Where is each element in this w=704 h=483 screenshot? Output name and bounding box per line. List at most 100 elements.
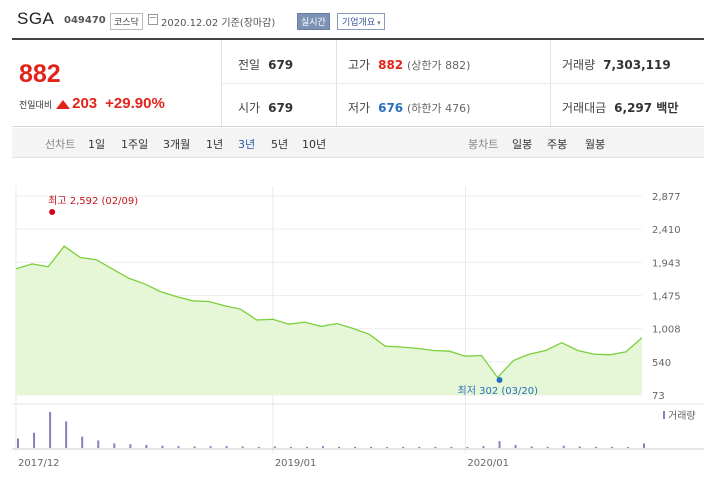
- price-line: [15, 245, 643, 379]
- high-value: 882: [378, 58, 404, 72]
- low-value: 676: [378, 101, 404, 115]
- open-value: 679: [268, 101, 294, 115]
- base-date: 2020.12.02 기준(장마감): [161, 18, 276, 29]
- market-badge: 코스닥: [110, 13, 143, 30]
- tab-10year[interactable]: 10년: [302, 138, 327, 151]
- tab-1day[interactable]: 1일: [88, 138, 106, 151]
- tab-weekly[interactable]: 주봉: [547, 138, 568, 151]
- amount-label: 거래대금: [562, 101, 607, 115]
- lower-limit: (하한가 476): [406, 102, 471, 115]
- volume-bar: [402, 446, 405, 448]
- line-chart-label: 선차트: [45, 138, 76, 151]
- change-label: 전일대비: [19, 101, 53, 111]
- volume-bar: [257, 446, 260, 448]
- volume-bar: [546, 446, 549, 448]
- min-point: [496, 377, 503, 383]
- prev-close-value: 679: [268, 58, 294, 72]
- realtime-button[interactable]: 실시간: [297, 13, 330, 30]
- price-chart[interactable]: 2,877 2,410 1,943 1,475 1,008 540 73 2017/12 201…: [12, 158, 704, 479]
- volume-bar: [530, 446, 533, 448]
- volume-bar: [594, 446, 597, 448]
- volume-bar: [354, 446, 357, 448]
- amount-value: 6,297 백만: [614, 101, 679, 115]
- volume-bar: [434, 446, 437, 448]
- min-label: 최저 302 (03/20): [458, 385, 539, 397]
- volume-bar: [338, 446, 341, 448]
- volume-bar: [386, 447, 389, 448]
- prev-close: 전일 679: [238, 56, 293, 73]
- y-tick-label: 73: [652, 391, 665, 402]
- volume-bar: [33, 432, 36, 448]
- volume-bar: [626, 447, 629, 448]
- x-tick-label: 2017/12: [18, 458, 60, 469]
- y-tick-label: 2,877: [652, 192, 681, 203]
- volume-bar: [241, 446, 244, 448]
- volume: 거래량 7,303,119: [562, 56, 671, 73]
- tab-3month[interactable]: 3개월: [163, 138, 191, 151]
- volume-value: 7,303,119: [603, 58, 671, 72]
- company-overview-label: 기업개요: [342, 18, 376, 28]
- volume-bar: [514, 444, 517, 448]
- volume-bar: [418, 446, 421, 448]
- volume-bar: [81, 436, 84, 448]
- volume-bar: [225, 446, 228, 448]
- divider: [221, 40, 222, 126]
- volume-legend-swatch: [663, 411, 665, 419]
- price-area: [16, 246, 642, 395]
- volume-label: 거래량: [562, 58, 596, 72]
- x-tick-label: 2019/01: [275, 458, 317, 469]
- volume-bar: [177, 446, 180, 448]
- y-tick-label: 2,410: [652, 225, 681, 236]
- volume-bar: [209, 446, 212, 448]
- x-tick-label: 2020/01: [467, 458, 509, 469]
- y-tick-label: 1,475: [652, 292, 681, 303]
- volume-bar: [450, 446, 453, 448]
- volume-bar: [97, 440, 100, 448]
- volume-bar: [643, 443, 645, 448]
- volume-bar: [17, 438, 19, 448]
- volume-bar: [498, 441, 501, 448]
- volume-bar: [193, 446, 196, 448]
- open-price: 시가 679: [238, 99, 293, 116]
- stock-code: 049470: [64, 15, 106, 26]
- upper-limit: (상한가 882): [406, 59, 471, 72]
- stock-header: SGA 049470 코스닥 2020.12.02 기준(장마감) 실시간 기업…: [0, 0, 704, 36]
- volume-bar: [482, 446, 485, 448]
- volume-bar: [321, 446, 324, 448]
- volume-bar: [305, 446, 308, 448]
- tab-3year[interactable]: 3년: [238, 138, 256, 151]
- change-value: 203: [72, 95, 98, 112]
- volume-bar: [610, 446, 613, 448]
- volume-bar: [273, 446, 276, 448]
- chart-period-tabs: 선차트 1일 1주일 3개월 1년 3년 5년 10년 봉차트 일봉 주봉 월봉: [12, 128, 704, 158]
- change-percent: +29.90%: [105, 95, 165, 112]
- y-tick-label: 1,008: [652, 325, 681, 336]
- tab-1year[interactable]: 1년: [206, 138, 224, 151]
- high-label: 고가: [348, 58, 371, 72]
- volume-bar: [113, 443, 116, 448]
- high-price: 고가 882 (상한가 882): [348, 56, 470, 73]
- low-label: 저가: [348, 101, 371, 115]
- volume-legend-label: 거래량: [668, 410, 696, 422]
- tab-daily[interactable]: 일봉: [512, 138, 533, 151]
- y-tick-label: 1,943: [652, 258, 681, 269]
- volume-bar: [370, 446, 373, 448]
- volume-bar: [145, 444, 148, 448]
- low-price: 저가 676 (하한가 476): [348, 99, 470, 116]
- chevron-down-icon: ▾: [377, 19, 381, 27]
- volume-bar: [289, 446, 292, 448]
- tab-monthly[interactable]: 월봉: [585, 138, 606, 151]
- prev-close-label: 전일: [238, 58, 261, 72]
- tab-5year[interactable]: 5년: [271, 138, 289, 151]
- volume-bar: [49, 411, 52, 448]
- volume-bar: [466, 447, 469, 448]
- max-label: 최고 2,592 (02/09): [48, 195, 138, 207]
- volume-bar: [129, 444, 132, 448]
- company-overview-dropdown[interactable]: 기업개요 ▾: [337, 13, 385, 30]
- max-point: [49, 209, 56, 215]
- calendar-icon: [148, 14, 158, 25]
- tab-1week[interactable]: 1주일: [121, 138, 149, 151]
- stock-name: SGA: [17, 9, 55, 28]
- current-price: 882: [19, 60, 61, 88]
- volume-bar: [562, 445, 565, 448]
